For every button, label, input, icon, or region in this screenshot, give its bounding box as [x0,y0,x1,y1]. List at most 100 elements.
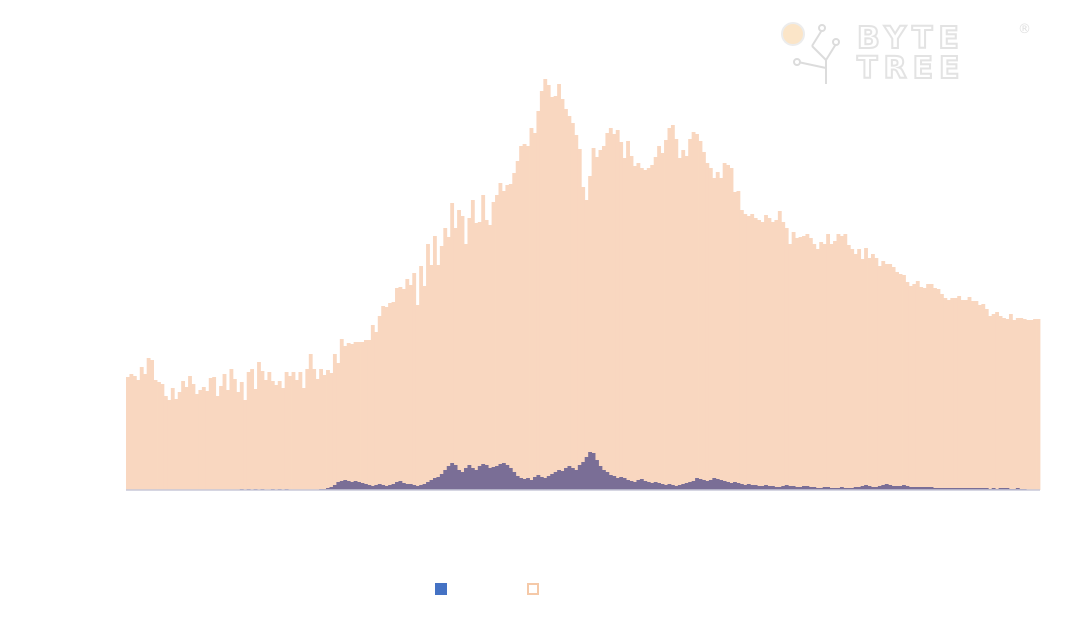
series-a-bar [381,485,386,490]
series-b-bar [436,265,441,490]
series-b-bar [998,316,1003,490]
series-b-bar [829,244,834,490]
series-b-bar [491,202,496,490]
series-a-bar [819,488,824,490]
series-b-bar [553,96,558,490]
series-b-bar [915,281,920,490]
series-b-bar [833,241,837,490]
series-a-bar [829,488,834,490]
series-b-bar [684,156,689,490]
series-b-bar [257,362,261,490]
series-a-bar [598,466,603,490]
series-b-bar [457,210,461,490]
series-b-bar [598,150,603,490]
series-a-bar [615,478,620,490]
series-a-bar [512,472,517,490]
series-b-bar [246,372,251,490]
series-b-bar [415,305,420,490]
series-b-bar [770,222,775,490]
series-a-bar [522,479,527,490]
series-b-bar [581,187,586,490]
series-b-bar [422,286,427,490]
series-a-bar [526,478,530,490]
series-b-bar [429,265,434,490]
series-a-bar [808,487,813,490]
series-a-bar [436,477,441,490]
series-b-bar [132,376,137,490]
series-a-bar [674,486,679,490]
series-b-bar [839,236,844,490]
series-b-bar [946,300,951,490]
series-b-bar [891,267,896,490]
series-b-bar [564,109,568,490]
series-b-bar [650,165,655,490]
series-b-bar [353,342,358,490]
series-b-bar [357,342,361,490]
series-b-bar [539,91,544,490]
series-a-bar [677,485,682,490]
series-a-bar [981,488,986,490]
series-b-bar [674,139,679,490]
series-b-bar [639,168,644,490]
series-a-bar [788,486,793,490]
series-b-bar [1012,320,1017,490]
series-b-bar [567,116,572,490]
series-b-bar [146,358,151,490]
series-b-bar [291,372,296,490]
series-a-bar [867,486,872,490]
series-b-bar [781,222,786,490]
series-a-bar [591,453,596,490]
series-a-bar [957,488,962,490]
series-a-bar [346,481,351,490]
series-b-bar [395,288,399,490]
series-b-bar [857,249,862,490]
series-a-bar [481,464,486,490]
series-a-bar [736,483,741,490]
series-b-bar [588,176,593,490]
series-a-bar [670,485,675,490]
series-a-bar [877,486,882,490]
series-a-bar [929,487,934,490]
series-b-bar [884,264,889,490]
series-a-bar [446,466,451,490]
series-b-bar [984,309,989,490]
series-b-bar [191,384,196,490]
series-a-bar [781,486,786,490]
series-b-bar [170,388,175,490]
series-a-bar [719,480,724,490]
series-a-bar [543,478,548,490]
series-a-bar [1005,488,1010,490]
series-b-bar [232,379,237,490]
series-b-bar [733,192,737,490]
series-b-bar [522,144,527,490]
series-a-bar [739,484,744,490]
series-b-bar [895,272,899,490]
series-a-bar [398,481,403,490]
series-a-bar [570,468,575,490]
bytetree-logo: BYTE TREE ® [781,20,1031,87]
series-a-bar [636,480,641,490]
series-a-bar [495,466,499,490]
series-b-bar [426,244,430,490]
series-b-bar [791,232,796,490]
series-a-bar [853,487,858,490]
series-b-bar [612,134,617,490]
series-b-bar [750,214,755,490]
series-b-bar [370,325,375,490]
series-a-bar [491,467,496,490]
series-b-bar [453,228,458,490]
legend-item-series-b[interactable] [527,583,545,595]
series-b-bar [419,266,424,490]
series-b-bar [177,392,182,490]
series-a-bar [826,487,831,490]
series-b-bar [936,289,941,490]
series-b-bar [753,218,758,490]
series-b-bar [129,374,134,490]
series-a-bar [326,488,330,490]
series-b-bar [591,148,596,490]
legend-item-series-a[interactable] [435,583,453,595]
series-b-bar [181,381,186,490]
series-b-bar [933,288,937,490]
series-b-bar [501,191,506,490]
